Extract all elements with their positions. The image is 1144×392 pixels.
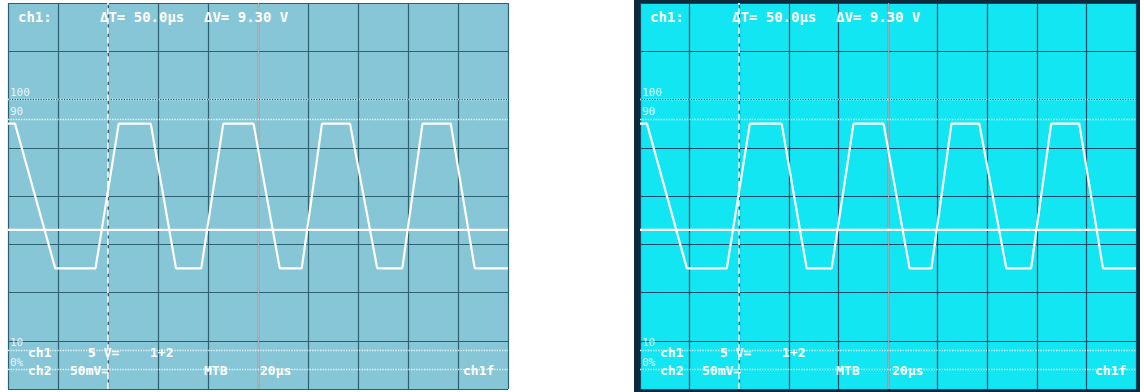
svg-text:ΔV= 9.30 V: ΔV= 9.30 V bbox=[836, 9, 921, 25]
svg-text:ch1: ch1 bbox=[660, 345, 684, 360]
svg-text:50mV=: 50mV= bbox=[702, 363, 741, 378]
svg-text:0%: 0% bbox=[10, 356, 24, 369]
svg-text:ΔT= 50.0μs: ΔT= 50.0μs bbox=[732, 9, 816, 25]
svg-text:90: 90 bbox=[642, 105, 655, 118]
svg-text:ch1: ch1 bbox=[28, 345, 52, 360]
svg-text:10: 10 bbox=[642, 336, 655, 349]
svg-text:MTB: MTB bbox=[204, 363, 228, 378]
svg-text:5 V=: 5 V= bbox=[88, 345, 119, 360]
svg-text:ch1f: ch1f bbox=[463, 363, 494, 378]
svg-text:ch1:: ch1: bbox=[18, 9, 52, 25]
svg-text:ΔT= 50.0μs: ΔT= 50.0μs bbox=[100, 9, 184, 25]
svg-text:90: 90 bbox=[10, 105, 23, 118]
svg-text:50mV=: 50mV= bbox=[70, 363, 109, 378]
svg-text:20μs: 20μs bbox=[260, 363, 291, 378]
svg-text:ch1f: ch1f bbox=[1095, 363, 1126, 378]
svg-text:ch2: ch2 bbox=[660, 363, 683, 378]
svg-text:5 V=: 5 V= bbox=[720, 345, 751, 360]
svg-text:ΔV= 9.30 V: ΔV= 9.30 V bbox=[204, 9, 289, 25]
svg-text:100: 100 bbox=[642, 86, 662, 99]
svg-text:1+2: 1+2 bbox=[782, 345, 805, 360]
svg-text:MTB: MTB bbox=[836, 363, 860, 378]
svg-text:ch2: ch2 bbox=[28, 363, 51, 378]
svg-text:0%: 0% bbox=[642, 356, 656, 369]
svg-text:1+2: 1+2 bbox=[150, 345, 173, 360]
svg-text:ch1:: ch1: bbox=[650, 9, 684, 25]
svg-text:10: 10 bbox=[10, 336, 23, 349]
svg-text:100: 100 bbox=[10, 86, 30, 99]
svg-text:20μs: 20μs bbox=[892, 363, 923, 378]
